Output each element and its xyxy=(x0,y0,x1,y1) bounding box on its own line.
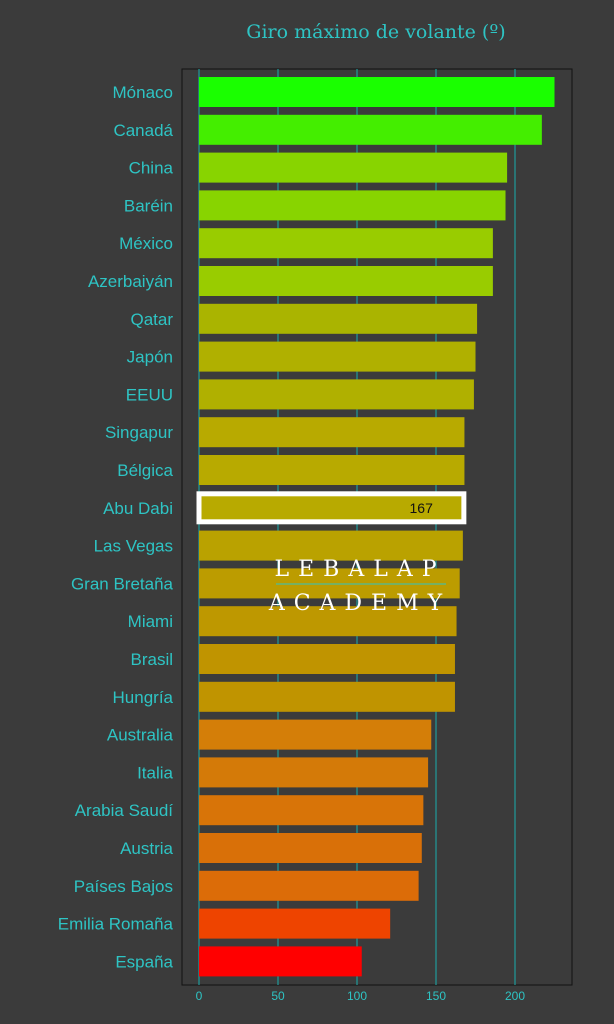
bar xyxy=(199,228,493,259)
category-label: Italia xyxy=(137,763,173,782)
category-label: Brasil xyxy=(130,650,173,669)
category-label: Abu Dabi xyxy=(103,499,173,518)
category-label: España xyxy=(115,952,173,971)
category-label: Baréin xyxy=(124,196,173,215)
watermark: LEBALAP ACADEMY xyxy=(268,557,451,616)
category-label: Las Vegas xyxy=(94,537,173,556)
category-label: Qatar xyxy=(130,310,173,329)
bar xyxy=(199,417,465,448)
category-label: EEUU xyxy=(126,385,173,404)
bar xyxy=(199,757,429,788)
bar xyxy=(199,606,457,637)
bar xyxy=(199,455,465,485)
x-tick-label: 200 xyxy=(505,989,525,1003)
data-label: 167 xyxy=(410,500,434,516)
bar xyxy=(199,833,422,863)
bar xyxy=(199,303,478,334)
bar xyxy=(199,795,424,826)
bar xyxy=(199,681,455,712)
bar xyxy=(199,341,476,372)
category-label: Azerbaiyán xyxy=(88,272,173,291)
category-label: México xyxy=(119,234,173,253)
category-label: Canadá xyxy=(113,121,173,140)
x-tick-label: 0 xyxy=(196,989,203,1003)
highlight-box xyxy=(196,491,467,525)
category-label: Bélgica xyxy=(117,461,173,480)
bar xyxy=(199,946,362,977)
chart-title: Giro máximo de volante (º) xyxy=(246,21,505,43)
category-label: Japón xyxy=(127,348,173,367)
x-tick-label: 150 xyxy=(426,989,446,1003)
bar xyxy=(199,719,432,750)
category-label: Arabia Saudí xyxy=(75,801,174,820)
category-label: Emilia Romaña xyxy=(58,915,174,934)
category-label: Mónaco xyxy=(113,83,173,102)
watermark-line2: ACADEMY xyxy=(268,591,451,616)
plot-frame xyxy=(181,68,573,986)
bar xyxy=(199,870,419,901)
x-tick-label: 100 xyxy=(347,989,367,1003)
category-label: China xyxy=(129,159,174,178)
category-label: Gran Bretaña xyxy=(71,574,174,593)
bar xyxy=(199,379,474,410)
bar xyxy=(199,492,463,523)
bar xyxy=(199,908,391,939)
bar xyxy=(199,644,455,674)
category-label: Miami xyxy=(128,612,173,631)
bar xyxy=(199,190,506,221)
bar xyxy=(199,114,542,145)
bar xyxy=(199,568,460,599)
category-label: Austria xyxy=(120,839,173,858)
bar xyxy=(199,266,493,296)
watermark-line1: LEBALAP xyxy=(274,557,445,582)
category-label: Singapur xyxy=(105,423,173,442)
category-label: Australia xyxy=(107,726,174,745)
bar xyxy=(199,530,463,561)
bar xyxy=(199,77,555,107)
bar xyxy=(199,152,508,183)
category-label: Hungría xyxy=(113,688,174,707)
category-label: Países Bajos xyxy=(74,877,173,896)
x-tick-label: 50 xyxy=(271,989,285,1003)
